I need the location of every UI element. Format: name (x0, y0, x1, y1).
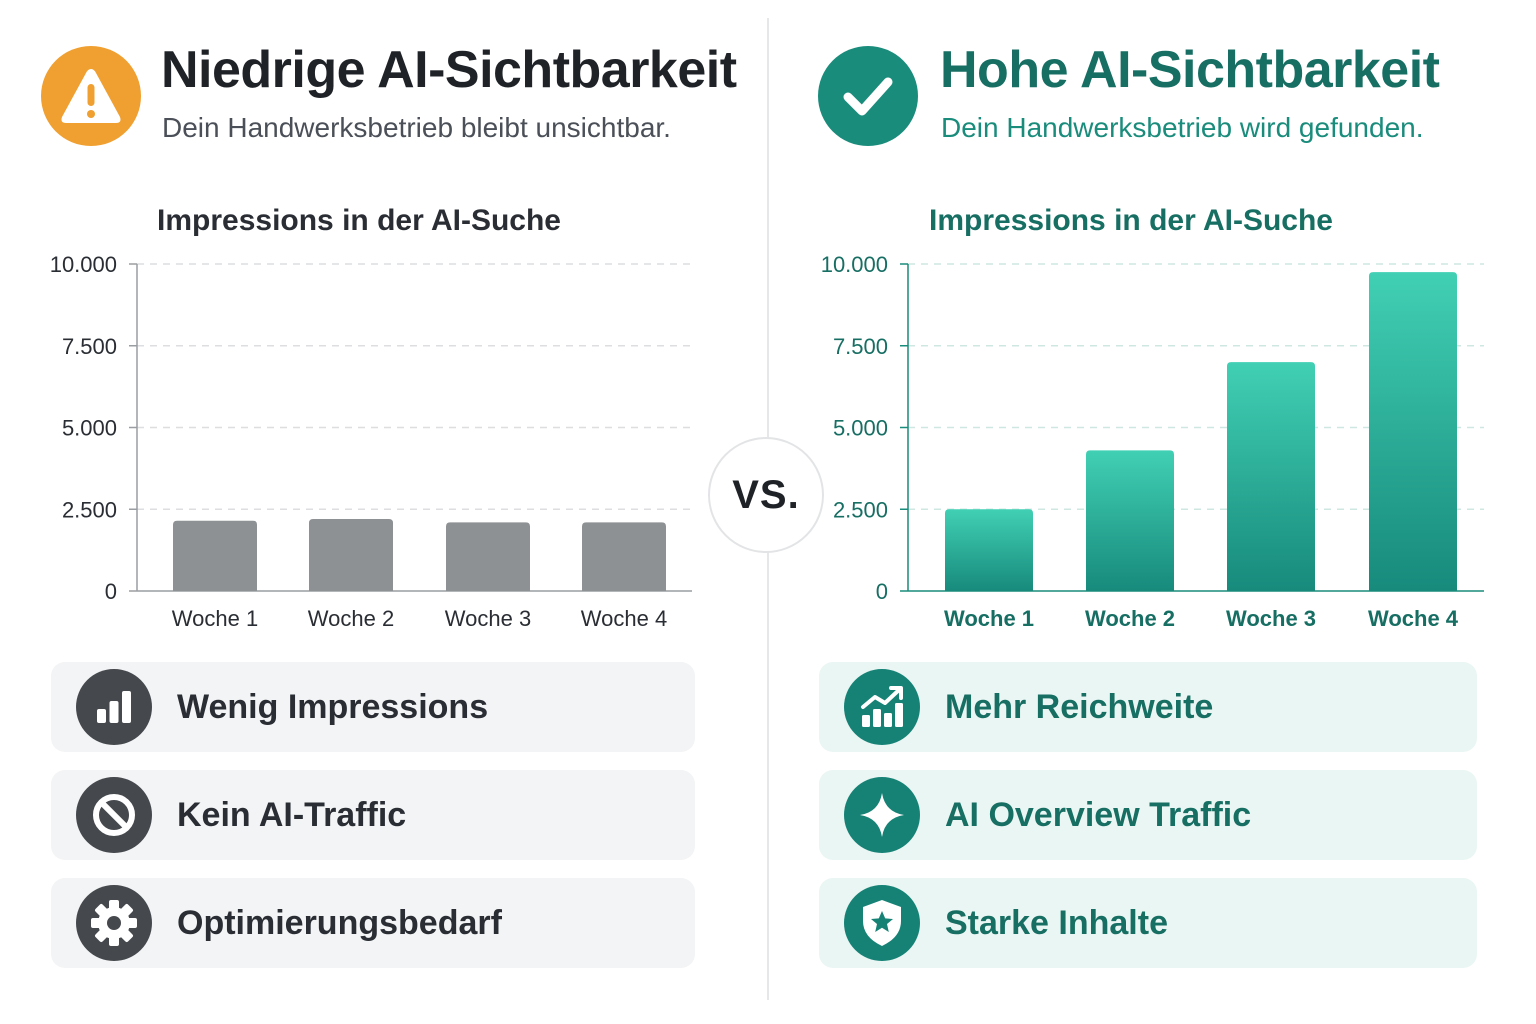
trend-up-icon (844, 669, 920, 745)
bar-woche-4 (1369, 272, 1457, 591)
y-tick-label: 5.000 (833, 416, 888, 441)
feature-card-starke-inhalte: Starke Inhalte (819, 878, 1477, 968)
warning-triangle-icon (41, 46, 141, 146)
panel-title: Niedrige AI-Sichtbarkeit (161, 41, 737, 99)
bar-woche-2 (1086, 450, 1174, 591)
y-tick-label: 2.500 (833, 497, 888, 522)
impressions-bar-chart-low: 0 2.500 5.000 7.500 10.000 Woche 1 Woche 2 Woch… (50, 252, 692, 631)
y-tick-label: 7.500 (62, 334, 117, 359)
sparkle-icon (844, 777, 920, 853)
y-tick-label: 10.000 (821, 252, 888, 277)
bar-woche-4 (582, 522, 666, 591)
feature-label: Optimierungsbedarf (177, 904, 502, 942)
shield-star-icon (844, 885, 920, 961)
feature-label: Kein AI-Traffic (177, 796, 407, 834)
x-tick-label: Woche 2 (1085, 606, 1175, 631)
bar-chart-icon (76, 669, 152, 745)
vs-badge: VS. (708, 437, 824, 553)
low-visibility-panel: Niedrige AI-Sichtbarkeit Dein Handwerksb… (0, 0, 767, 1024)
x-tick-label: Woche 1 (944, 606, 1034, 631)
y-tick-label: 2.500 (62, 497, 117, 522)
bar-woche-3 (1227, 362, 1315, 591)
x-tick-label: Woche 3 (1226, 606, 1316, 631)
feature-card-ai-overview-traffic: AI Overview Traffic (819, 770, 1477, 860)
x-tick-label: Woche 4 (581, 606, 667, 631)
x-tick-label: Woche 4 (1368, 606, 1459, 631)
y-tick-label: 0 (105, 579, 117, 604)
high-visibility-panel: Hohe AI-Sichtbarkeit Dein Handwerksbetri… (769, 0, 1536, 1024)
x-tick-label: Woche 2 (308, 606, 394, 631)
feature-label: AI Overview Traffic (945, 796, 1252, 834)
y-tick-label: 0 (876, 579, 888, 604)
feature-card-mehr-reichweite: Mehr Reichweite (819, 662, 1477, 752)
chart-title: Impressions in der AI-Suche (157, 204, 561, 237)
bar-woche-2 (309, 519, 393, 591)
chart-title: Impressions in der AI-Suche (929, 204, 1333, 237)
feature-label: Starke Inhalte (945, 904, 1168, 942)
feature-card-optimierungsbedarf: Optimierungsbedarf (51, 878, 695, 968)
panel-subtitle: Dein Handwerksbetrieb bleibt unsichtbar. (162, 112, 671, 143)
feature-card-wenig-impressions: Wenig Impressions (51, 662, 695, 752)
feature-card-kein-ai-traffic: Kein AI-Traffic (51, 770, 695, 860)
x-tick-label: Woche 1 (172, 606, 258, 631)
y-tick-label: 5.000 (62, 416, 117, 441)
panel-title: Hohe AI-Sichtbarkeit (940, 41, 1440, 99)
panel-subtitle: Dein Handwerksbetrieb wird gefunden. (941, 112, 1424, 143)
checkmark-icon (818, 46, 918, 146)
y-tick-label: 10.000 (50, 252, 117, 277)
prohibited-icon (76, 777, 152, 853)
y-tick-label: 7.500 (833, 334, 888, 359)
gear-icon (76, 885, 152, 961)
bar-woche-1 (945, 509, 1033, 591)
bar-woche-3 (446, 522, 530, 591)
feature-label: Mehr Reichweite (945, 688, 1214, 726)
x-tick-label: Woche 3 (445, 606, 531, 631)
bar-woche-1 (173, 520, 257, 591)
feature-label: Wenig Impressions (177, 688, 489, 726)
impressions-bar-chart-high: 0 2.500 5.000 7.500 10.000 Woche 1 Woche 2 Woch… (821, 252, 1484, 631)
